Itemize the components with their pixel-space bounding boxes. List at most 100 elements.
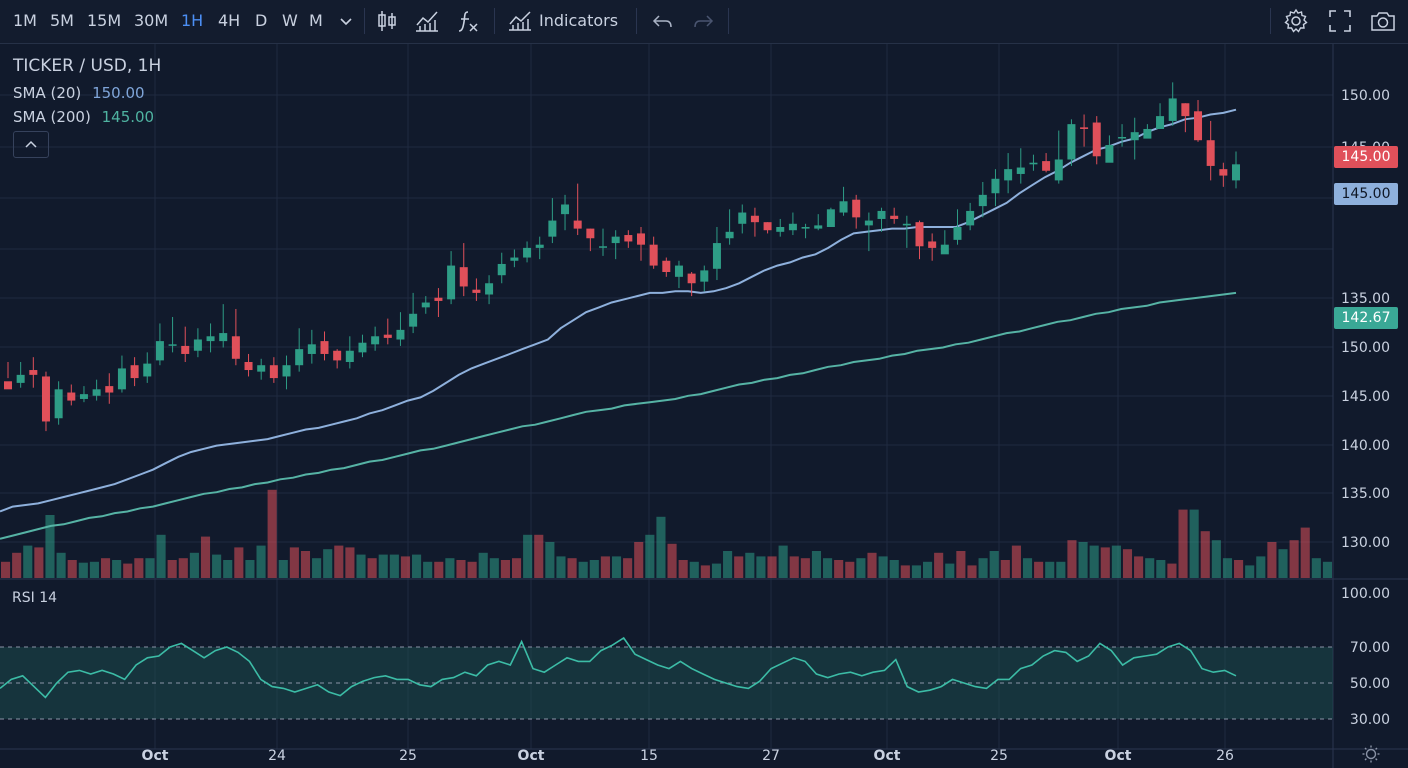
volume-bar [1189,509,1199,578]
candle-body [839,201,848,213]
sma20-legend[interactable]: SMA (20) 150.00 [13,84,145,102]
volume-bar [423,561,433,578]
candle-body [662,260,671,272]
redo-icon[interactable] [690,8,716,34]
volume-bar [1245,565,1255,578]
candle-body [497,263,506,276]
volume-bar [1211,540,1221,578]
interval-30m[interactable]: 30M [134,11,169,30]
volume-bar [978,558,988,578]
sun-settings-icon[interactable] [1362,745,1380,763]
rsi-label[interactable]: RSI 14 [12,590,58,606]
time-tick-label: 27 [762,748,780,764]
candle-body [1042,161,1051,171]
volume-bar [45,515,55,578]
volume-bar [367,558,377,578]
candle-body [750,215,759,223]
candle-body [573,220,582,229]
volume-bar [56,552,66,578]
volume-bar [200,536,211,578]
candle-body [269,365,278,379]
volume-bar [212,554,222,578]
volume-bar [845,561,855,578]
symbol-title[interactable]: TICKER / USD, 1H [13,56,162,76]
sma20-label: SMA (20) [13,84,82,102]
interval-4h[interactable]: 4H [218,11,241,30]
interval-5m[interactable]: 5M [50,11,74,30]
candle-body [168,344,177,346]
volume-bar [1322,561,1332,578]
volume-bar [489,558,499,578]
fullscreen-icon[interactable] [1327,8,1353,34]
indicators-button[interactable]: Indicators [508,0,628,42]
undo-icon[interactable] [650,8,676,34]
candle-body [788,223,797,231]
candle-body [459,267,468,287]
legend-collapse-button[interactable] [13,131,49,158]
volume-bar [723,551,733,578]
top-toolbar: 1M 5M 15M 30M 1H 4H D W M Indicators [0,0,1408,44]
gear-icon[interactable] [1283,8,1309,34]
volume-bar [689,561,699,578]
candle-body [599,246,608,248]
moving-averages [0,108,1237,540]
volume-bar [1311,558,1321,578]
candle-body [244,362,253,371]
rsi-tick-label: 100.00 [1341,586,1390,602]
volume-bar [1178,509,1188,578]
time-tick-label: 15 [640,748,658,764]
volume-bar [356,554,366,578]
candle-body [902,223,911,226]
price-chart[interactable]: 150.00145.00140.00135.00150.00145.00140.… [0,44,1408,768]
sma20-price-label: 145.00 [1334,183,1398,205]
volume-bar [189,552,199,578]
candle-body [1092,122,1101,157]
volume-bar [1056,561,1066,578]
interval-d[interactable]: D [255,11,268,30]
compare-icon[interactable] [414,8,440,34]
candle-body [16,374,25,383]
interval-1m[interactable]: 1M [13,11,37,30]
volume-bar [878,556,888,578]
camera-icon[interactable] [1369,8,1397,34]
volume-bar [1256,556,1266,578]
candle-body [814,225,823,229]
volume-bar [589,560,599,578]
candle-body [561,204,570,215]
interval-15m[interactable]: 15M [87,11,122,30]
price-tick-label: 145.00 [1341,389,1390,405]
interval-1h[interactable]: 1H [181,11,204,30]
volume-bar [278,560,288,578]
sma200-legend[interactable]: SMA (200) 145.00 [13,108,154,126]
interval-w[interactable]: W [282,11,298,30]
candle-body [421,302,430,308]
function-fx-icon[interactable] [455,8,481,34]
time-tick-label: Oct [518,748,545,764]
chevron-down-icon[interactable] [336,8,356,34]
candle-body [1194,111,1203,141]
volume-bar [534,534,544,578]
candle-body [219,333,228,342]
candle-body [966,210,975,226]
interval-m[interactable]: M [309,11,323,30]
time-tick-label: Oct [1105,748,1132,764]
volume-bar [34,547,44,578]
volume-bar [511,558,522,578]
candles [4,82,1240,432]
rsi-pane [0,636,1237,699]
candle-body [130,365,139,379]
volume-bar [811,551,822,578]
volume-bar [467,561,477,578]
candle-body [890,215,899,219]
volume-bar [12,552,22,578]
candle-body [1143,128,1152,139]
volume-bar [1022,558,1033,578]
candle-body [1016,167,1025,174]
sma20-line [0,108,1237,513]
candle-body [978,194,987,207]
volume-bar [478,552,488,578]
time-tick-label: 25 [399,748,417,764]
volume-bar [1289,540,1299,578]
candlestick-icon[interactable] [374,8,400,34]
candle-body [738,212,747,224]
